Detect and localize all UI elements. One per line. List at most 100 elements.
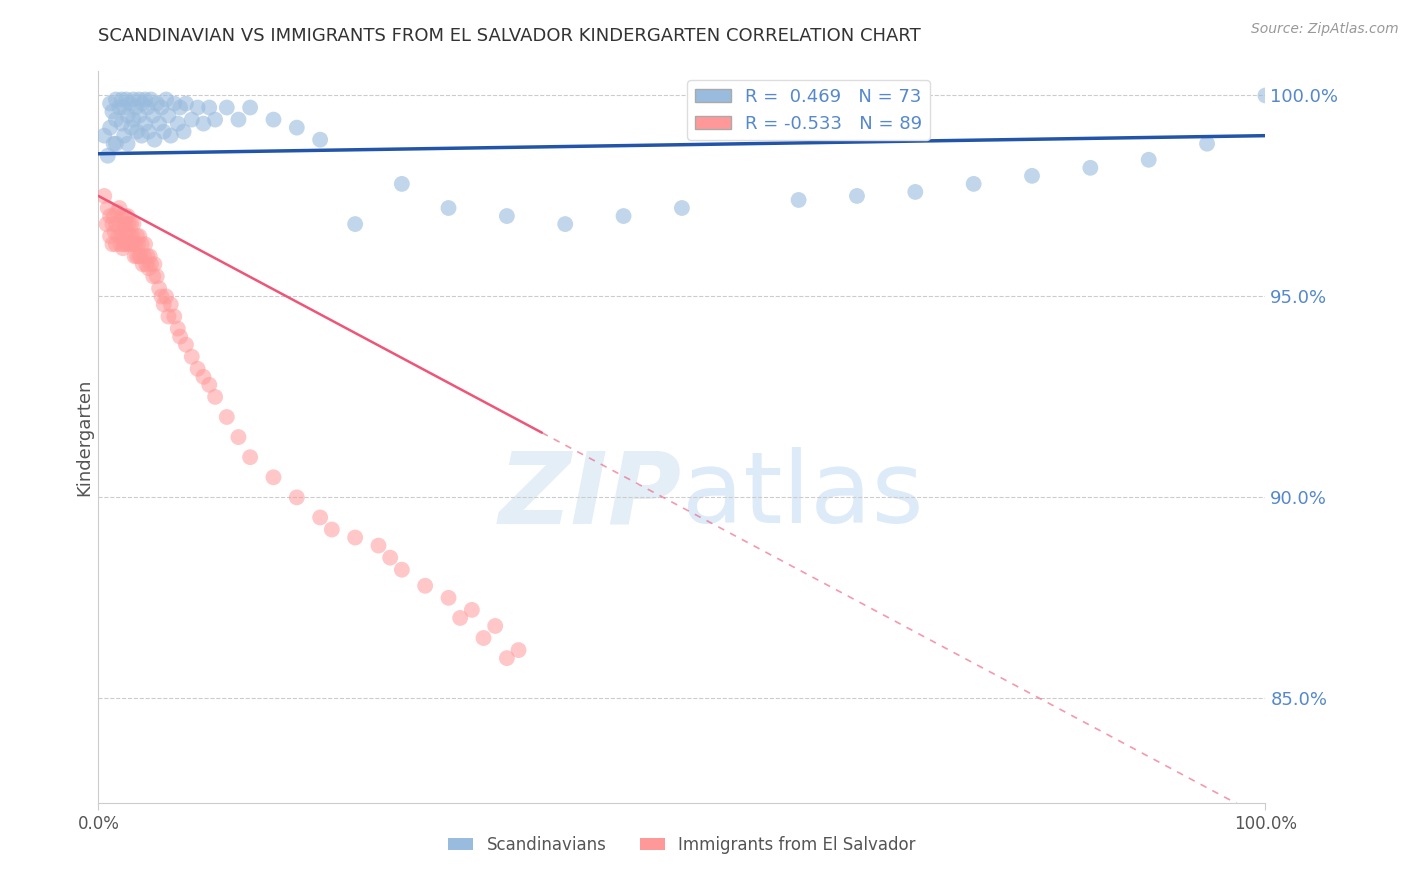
Point [613,209,636,223]
Point [309,133,332,147]
Point [125,237,148,252]
Point [117,109,139,123]
Point [122,217,145,231]
Point [204,390,226,404]
Point [120,237,142,252]
Point [103,209,125,223]
Point [93,189,115,203]
Point [118,229,141,244]
Point [111,229,134,244]
Point [104,136,127,151]
Point [193,117,215,131]
Point [125,249,148,263]
Point [114,209,136,223]
Point [96,217,118,231]
Point [344,531,367,545]
Point [159,297,181,311]
Point [496,651,519,665]
Point [120,217,142,231]
Point [148,281,170,295]
Point [122,112,145,127]
Point [198,377,221,392]
Point [174,96,197,111]
Point [413,579,436,593]
Point [309,510,332,524]
Y-axis label: Kindergarten: Kindergarten [75,378,93,496]
Point [101,217,124,231]
Point [215,409,238,424]
Point [134,93,156,107]
Point [125,101,148,115]
Point [150,289,173,303]
Point [104,237,127,252]
Point [111,209,134,223]
Point [180,112,202,127]
Point [125,125,148,139]
Point [157,109,180,123]
Point [115,217,138,231]
Point [114,229,136,244]
Point [129,249,152,263]
Point [138,125,160,139]
Point [461,603,484,617]
Point [135,257,157,271]
Point [98,96,121,111]
Point [187,101,209,115]
Point [146,269,169,284]
Point [107,229,129,244]
Point [262,470,284,484]
Point [166,117,188,131]
Point [484,619,506,633]
Point [391,177,413,191]
Point [169,329,191,343]
Point [128,109,150,123]
Point [148,117,170,131]
Point [112,237,135,252]
Point [204,112,226,127]
Point [152,297,174,311]
Point [108,201,131,215]
Point [449,611,471,625]
Point [134,237,156,252]
Point [104,93,127,107]
Point [111,93,134,107]
Point [98,209,121,223]
Point [321,523,343,537]
Point [105,205,128,219]
Point [1080,161,1102,175]
Point [163,96,186,111]
Point [142,109,165,123]
Point [671,201,693,215]
Point [150,101,173,115]
Point [1195,136,1218,151]
Point [97,201,120,215]
Text: Source: ZipAtlas.com: Source: ZipAtlas.com [1251,22,1399,37]
Point [104,217,127,231]
Point [262,112,284,127]
Point [155,93,177,107]
Point [136,101,159,115]
Point [118,217,141,231]
Point [108,221,131,235]
Point [112,101,135,115]
Point [108,101,131,115]
Point [132,257,155,271]
Point [228,430,250,444]
Point [1254,88,1277,103]
Point [125,229,148,244]
Point [122,237,145,252]
Point [112,217,135,231]
Point [174,337,197,351]
Point [228,112,250,127]
Point [1021,169,1043,183]
Point [115,237,138,252]
Point [121,229,143,244]
Point [134,117,156,131]
Point [101,104,124,119]
Point [380,550,402,565]
Point [143,257,166,271]
Point [132,96,155,111]
Point [437,591,460,605]
Point [787,193,810,207]
Point [128,93,150,107]
